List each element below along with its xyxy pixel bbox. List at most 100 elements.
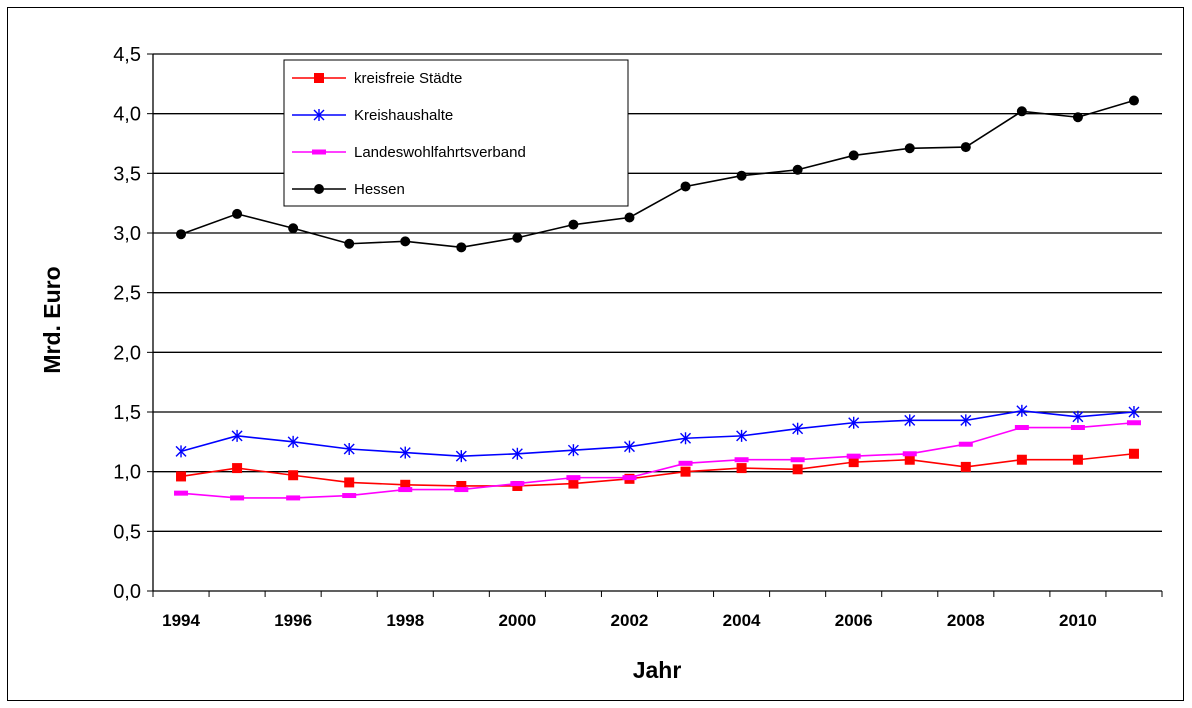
x-tick-label: 2008 [947, 611, 985, 630]
data-point [286, 495, 301, 501]
data-point [958, 441, 973, 447]
y-tick-labels: 0,0 0,5 1,0 1,5 2,0 2,5 3,0 3,5 4,0 4,5 [113, 44, 141, 603]
series-line [180, 409, 1135, 457]
data-point [314, 73, 324, 83]
data-point [1128, 95, 1139, 106]
x-tick-label: 1994 [162, 611, 200, 630]
data-point [176, 229, 187, 240]
y-tick-label: 1,5 [113, 402, 141, 424]
legend-label: kreisfreie Städte [354, 70, 462, 87]
data-point [848, 150, 859, 161]
y-tick-label: 4,0 [113, 104, 141, 126]
legend-box [283, 59, 629, 207]
data-point [1016, 454, 1027, 465]
y-tick-label: 3,0 [113, 223, 141, 245]
data-point [400, 236, 411, 247]
data-point [174, 490, 189, 496]
data-point [680, 432, 692, 445]
data-point [568, 478, 579, 489]
data-point [960, 461, 971, 472]
data-point [232, 463, 243, 474]
x-tick-label: 2010 [1059, 611, 1097, 630]
data-point [456, 242, 467, 253]
data-point [232, 208, 243, 219]
data-point [904, 414, 916, 427]
y-tick-label: 3,5 [113, 163, 141, 185]
series-line [180, 452, 1135, 487]
data-point [288, 223, 299, 234]
data-point [902, 451, 917, 457]
data-point [455, 450, 467, 463]
data-point [678, 460, 693, 466]
data-point [904, 454, 915, 465]
data-point [792, 422, 804, 435]
series-line [180, 99, 1135, 249]
data-point [313, 109, 325, 121]
data-point [960, 414, 972, 427]
data-point [736, 463, 747, 474]
data-point [314, 184, 324, 194]
data-point [848, 457, 859, 468]
legend-label: Kreishaushalte [354, 107, 453, 124]
data-point [230, 495, 245, 501]
data-point [175, 445, 187, 458]
data-point [680, 466, 691, 477]
x-tick-label: 2002 [611, 611, 649, 630]
data-point [566, 475, 581, 481]
data-point [454, 487, 469, 493]
legend-label: Hessen [354, 181, 405, 198]
y-tick-label: 2,0 [113, 342, 141, 364]
data-point [342, 493, 357, 499]
data-point [736, 170, 747, 181]
data-point [344, 477, 355, 488]
data-point [1128, 448, 1139, 459]
series-hessen [176, 95, 1139, 253]
data-point [1070, 425, 1085, 431]
data-point [736, 429, 748, 442]
data-point [1014, 425, 1029, 431]
legend-item: Kreishaushalte [292, 107, 453, 124]
data-point [734, 457, 749, 463]
x-tick-label: 2004 [723, 611, 761, 630]
x-tick-labels: 1994 1996 1998 2000 2002 2004 2006 2008 2010 [162, 611, 1097, 630]
data-point [567, 444, 579, 457]
data-point [568, 219, 579, 230]
data-point [790, 457, 805, 463]
data-point [231, 429, 243, 442]
data-point [399, 446, 411, 459]
data-point [398, 487, 413, 493]
y-axis-label: Mrd. Euro [39, 266, 65, 373]
data-point [512, 232, 523, 243]
data-point [343, 442, 355, 455]
data-point [680, 181, 691, 192]
data-point [792, 164, 803, 175]
data-point [1016, 106, 1027, 117]
data-point [846, 453, 861, 459]
data-point [1126, 420, 1141, 426]
data-point [287, 435, 299, 448]
data-point [1016, 404, 1028, 417]
series-kreishaushalte [175, 404, 1140, 463]
x-tick-label: 1998 [386, 611, 424, 630]
legend-item: Landeswohlfahrtsverband [292, 144, 526, 161]
data-point [622, 475, 637, 481]
x-axis-label: Jahr [633, 657, 682, 683]
y-tick-label: 2,5 [113, 283, 141, 305]
y-tick-label: 1,0 [113, 462, 141, 484]
data-point [1072, 454, 1083, 465]
series-line [180, 421, 1135, 499]
legend-item: Hessen [292, 181, 405, 198]
data-point [1072, 112, 1083, 123]
data-point [312, 149, 326, 155]
data-point [623, 440, 635, 453]
axes [152, 54, 1163, 597]
data-point [344, 238, 355, 249]
data-point [456, 480, 467, 491]
data-point [1072, 410, 1084, 423]
legend: kreisfreie Städte Kreishaushalte Landeswoh… [283, 59, 629, 207]
data-point [904, 143, 915, 154]
y-tick-label: 0,0 [113, 581, 141, 603]
series-landeswohlfahrtsverband [174, 420, 1141, 501]
legend-label: Landeswohlfahrtsverband [354, 144, 526, 161]
